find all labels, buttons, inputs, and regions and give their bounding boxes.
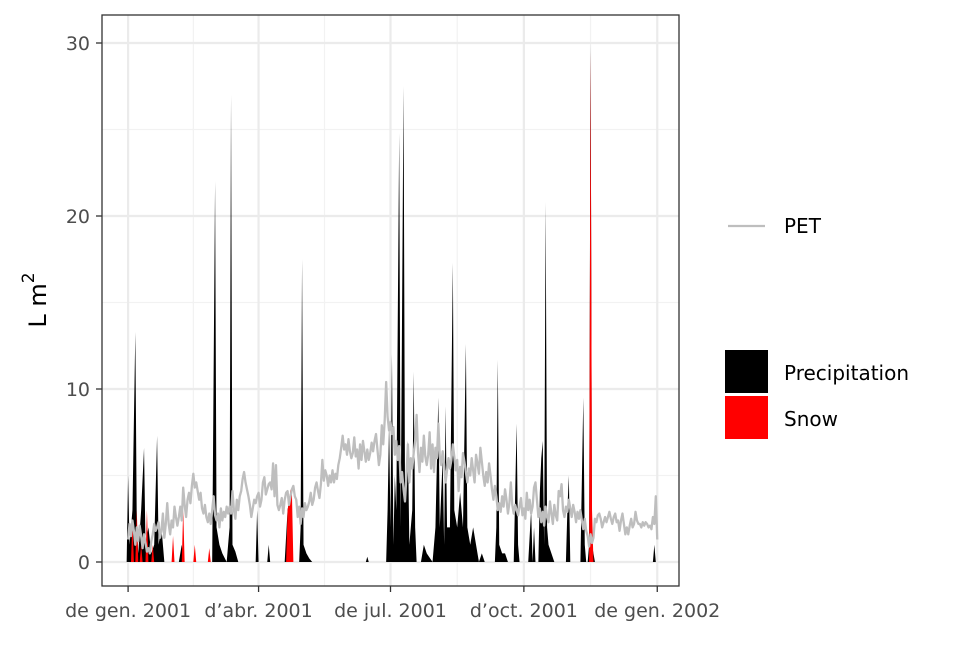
y-tick-label: 20	[66, 206, 90, 228]
y-tick-label: 10	[66, 379, 90, 401]
x-tick-label: de jul. 2001	[334, 600, 447, 622]
y-axis-title-exponent: 2	[19, 272, 39, 283]
x-tick-label: d’abr. 2001	[204, 600, 312, 622]
series-layer	[126, 43, 659, 563]
precipitation-area	[126, 43, 658, 562]
y-tick-label: 30	[66, 33, 90, 55]
legend-label-precipitation: Precipitation	[784, 361, 909, 385]
y-axis-title-base: L m	[24, 283, 52, 327]
x-tick-label: d’oct. 2001	[470, 600, 578, 622]
legend-key-snow	[725, 396, 768, 439]
legend-label-pet: PET	[784, 214, 822, 238]
legend-label-snow: Snow	[784, 407, 838, 431]
plot-panel	[101, 14, 680, 587]
y-axis: 0 10 20 30	[66, 33, 102, 574]
y-tick-label: 0	[78, 552, 90, 574]
x-axis: de gen. 2001 d’abr. 2001 de jul. 2001 d’oct…	[65, 586, 720, 622]
legend: PET Precipitation Snow	[725, 214, 909, 439]
x-tick-label: de gen. 2001	[65, 600, 191, 622]
legend-key-precipitation	[725, 350, 768, 393]
x-tick-label: de gen. 2002	[594, 600, 720, 622]
pet-line	[126, 380, 659, 555]
y-axis-title: L m2	[19, 272, 52, 327]
